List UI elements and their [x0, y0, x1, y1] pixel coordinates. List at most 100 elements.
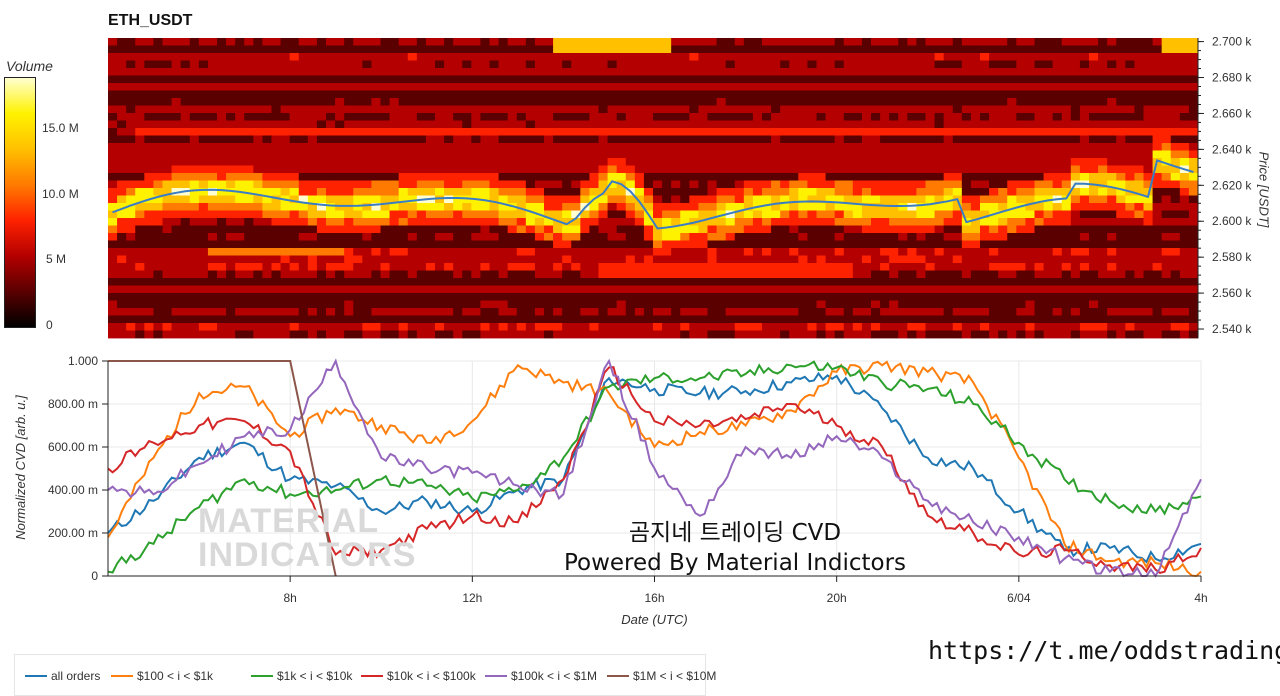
heatmap-cell — [117, 53, 127, 61]
heatmap-cell — [716, 113, 727, 121]
heatmap-cell — [571, 285, 581, 294]
heatmap-cell — [680, 300, 690, 309]
heatmap-cell — [1107, 255, 1117, 264]
heatmap-cell — [880, 195, 890, 204]
heatmap-cell — [171, 165, 182, 174]
heatmap-cell — [807, 173, 817, 181]
heatmap-cell — [226, 308, 236, 316]
heatmap-cell — [934, 203, 945, 211]
heatmap-cell — [407, 68, 418, 76]
telegram-link[interactable]: https://t.me/oddstrading2 — [928, 636, 1280, 665]
heatmap-cell — [653, 180, 663, 189]
heatmap-cell — [544, 113, 554, 121]
heatmap-cell — [762, 225, 772, 234]
heatmap-cell — [353, 113, 363, 121]
heatmap-cell — [1016, 285, 1026, 294]
heatmap-cell — [871, 225, 881, 234]
heatmap-cell — [1161, 285, 1172, 294]
heatmap-cell — [316, 60, 327, 69]
heatmap-cell — [280, 278, 291, 286]
heatmap-cell — [689, 60, 699, 69]
heatmap-cell — [271, 210, 281, 219]
heatmap-cell — [998, 83, 1008, 91]
heatmap-cell — [843, 308, 854, 316]
heatmap-cell — [680, 188, 690, 196]
heatmap-cell — [534, 188, 545, 196]
heatmap-cell — [407, 120, 418, 129]
heatmap-cell — [253, 120, 263, 129]
heatmap-cell — [153, 68, 163, 76]
heatmap-cell — [171, 255, 182, 264]
heatmap-cell — [498, 165, 509, 174]
heatmap-cell — [1016, 323, 1026, 331]
heatmap-cell — [616, 60, 627, 69]
heatmap-cell — [789, 240, 799, 249]
heatmap-cell — [371, 293, 381, 301]
legend-swatch — [607, 674, 629, 677]
heatmap-cell — [244, 315, 254, 324]
heatmap-cell — [889, 278, 899, 286]
heatmap-cell — [507, 293, 518, 301]
heatmap-cell — [1107, 278, 1117, 286]
heatmap-cell — [1134, 83, 1144, 91]
heatmap-cell — [326, 285, 336, 294]
heatmap-cell — [553, 315, 563, 324]
heatmap-cell — [934, 248, 945, 256]
heatmap-cell — [335, 300, 345, 309]
heatmap-cell — [852, 188, 863, 196]
heatmap-cell — [816, 98, 826, 106]
heatmap-cell — [1061, 83, 1072, 91]
heatmap-cell — [1188, 278, 1199, 286]
heatmap-cell — [653, 300, 663, 309]
heatmap-cell — [244, 278, 254, 286]
heatmap-cell — [598, 90, 608, 99]
heatmap-cell — [380, 255, 390, 264]
heatmap-cell — [798, 233, 808, 241]
heatmap-cell — [743, 173, 754, 181]
heatmap-cell — [108, 203, 118, 211]
heatmap-cell — [235, 255, 245, 264]
heatmap-cell — [262, 248, 272, 256]
heatmap-cell — [916, 210, 926, 219]
heatmap-cell — [108, 218, 118, 226]
heatmap-cell — [752, 330, 763, 339]
heatmap-cell — [943, 330, 954, 339]
heatmap-cell — [607, 83, 618, 91]
heatmap-cell — [653, 150, 663, 159]
heatmap-cell — [153, 218, 163, 226]
heatmap-cell — [634, 203, 645, 211]
heatmap-cell — [1016, 248, 1026, 256]
heatmap-cell — [952, 285, 963, 294]
heatmap-cell — [1052, 173, 1063, 181]
heatmap-cell — [752, 233, 763, 241]
heatmap-cell — [834, 38, 845, 46]
heatmap-cell — [144, 143, 154, 151]
heatmap-cell — [780, 233, 790, 241]
heatmap-cell — [153, 195, 163, 204]
heatmap-cell — [825, 150, 836, 159]
heatmap-cell — [425, 45, 436, 54]
heatmap-cell — [207, 240, 218, 249]
heatmap-cell — [262, 158, 272, 166]
heatmap-cell — [998, 53, 1008, 61]
heatmap-cell — [1070, 330, 1081, 339]
heatmap-cell — [989, 240, 999, 249]
heatmap-cell — [643, 323, 654, 331]
heatmap-cell — [789, 285, 799, 294]
heatmap-cell — [435, 270, 445, 279]
heatmap-cell — [189, 98, 200, 106]
heatmap-cell — [816, 165, 826, 174]
heatmap-cell — [598, 120, 608, 129]
heatmap-cell — [326, 248, 336, 256]
heatmap-cell — [435, 83, 445, 91]
heatmap-cell — [507, 53, 518, 61]
heatmap-cell — [934, 105, 945, 114]
heatmap-cell — [362, 278, 372, 286]
heatmap-cell — [861, 293, 872, 301]
heatmap-cell — [162, 203, 172, 211]
heatmap-cell — [353, 60, 363, 69]
heatmap-cell — [380, 195, 390, 204]
heatmap-cell — [189, 270, 200, 279]
heatmap-cell — [380, 143, 390, 151]
heatmap-cell — [471, 315, 481, 324]
